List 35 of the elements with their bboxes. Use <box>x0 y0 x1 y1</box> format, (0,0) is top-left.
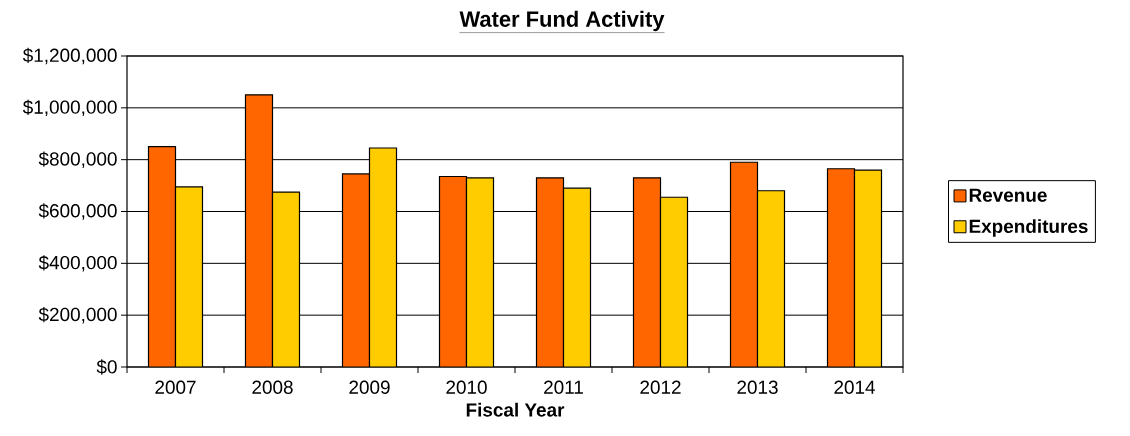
y-tick-label: $400,000 <box>38 255 117 272</box>
bar <box>244 94 274 367</box>
x-tick-label: 2009 <box>349 380 390 394</box>
x-tick-label: 2011 <box>544 380 583 394</box>
bar <box>341 173 371 367</box>
y-tick-label: $1,000,000 <box>22 99 117 117</box>
bar <box>826 168 856 367</box>
bar <box>465 177 495 367</box>
bar <box>659 196 689 367</box>
y-tick-label: $200,000 <box>38 306 117 324</box>
x-tick-label: 2008 <box>252 380 293 394</box>
y-tick-label: $600,000 <box>38 203 117 220</box>
x-tick-label: 2010 <box>446 380 487 394</box>
y-tick-label: $800,000 <box>38 151 117 168</box>
legend-label: Expenditures <box>969 219 1088 237</box>
bar <box>632 177 662 367</box>
bar <box>562 187 592 367</box>
bar <box>756 190 786 367</box>
x-tick-label: 2014 <box>834 380 875 394</box>
x-tick-label: 2013 <box>737 380 778 394</box>
bar <box>853 169 883 367</box>
x-tick-label: 2007 <box>155 380 196 394</box>
bar <box>368 147 398 367</box>
bar <box>438 175 468 367</box>
bar <box>271 191 301 367</box>
bar <box>535 177 565 367</box>
bar <box>147 146 177 367</box>
bar <box>174 186 204 367</box>
bar <box>729 161 759 367</box>
y-tick-label: $0 <box>96 359 117 375</box>
legend-label: Revenue <box>969 188 1047 202</box>
x-tick-label: 2012 <box>640 380 681 394</box>
y-tick-label: $1,200,000 <box>22 47 117 65</box>
chart-title: Water Fund Activity <box>459 10 665 32</box>
x-axis-title: Fiscal Year <box>466 402 565 417</box>
